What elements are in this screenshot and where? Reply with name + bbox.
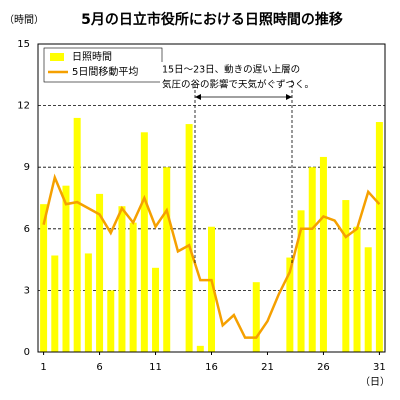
chart-title: 5月の日立市役所における日照時間の推移 <box>81 11 343 28</box>
bar <box>364 247 372 352</box>
annotation-text: 気圧の谷の影響で天気がぐずつく。 <box>162 79 314 91</box>
legend-label: 5日間移動平均 <box>72 65 138 78</box>
bar <box>297 210 305 352</box>
moving-average-line <box>42 173 381 339</box>
legend-swatch <box>50 53 64 61</box>
y-tick-label: 9 <box>24 162 30 173</box>
bar <box>40 204 48 352</box>
bar <box>129 222 137 352</box>
bar <box>73 117 81 352</box>
x-tick-label: 6 <box>96 362 102 373</box>
x-axis-label: （日） <box>360 376 390 388</box>
y-tick-label: 15 <box>17 39 30 50</box>
bar <box>163 167 171 352</box>
x-tick-label: 11 <box>149 362 162 373</box>
annotation-text: 15日～23日、動きの遅い上層の <box>162 65 300 76</box>
bar <box>185 124 193 352</box>
bar <box>342 200 350 352</box>
bar <box>140 132 148 352</box>
bar <box>208 226 215 352</box>
annotation-box <box>160 62 330 92</box>
x-tick-label: 31 <box>373 362 386 373</box>
y-tick-label: 0 <box>24 347 30 358</box>
x-tick-label: 26 <box>317 362 330 373</box>
bar <box>96 193 104 352</box>
y-tick-label: 12 <box>17 101 30 112</box>
bar <box>286 257 294 352</box>
bar <box>84 253 92 352</box>
bar <box>196 345 204 352</box>
bar <box>118 206 126 352</box>
bar <box>152 267 160 352</box>
x-tick-label: 21 <box>261 362 274 373</box>
bar <box>51 255 59 352</box>
y-tick-label: 6 <box>24 224 30 235</box>
bar <box>308 167 316 352</box>
legend-label: 日照時間 <box>72 51 112 63</box>
bar <box>62 185 70 352</box>
bar <box>252 282 260 352</box>
y-axis-label: （時間） <box>4 14 44 26</box>
bar <box>353 226 361 352</box>
y-tick-label: 3 <box>24 285 30 296</box>
bar <box>375 122 383 352</box>
bar <box>107 290 115 352</box>
x-tick-label: 16 <box>205 362 218 373</box>
bar <box>319 156 327 352</box>
x-tick-label: 1 <box>40 362 46 373</box>
plot-frame <box>37 43 386 353</box>
